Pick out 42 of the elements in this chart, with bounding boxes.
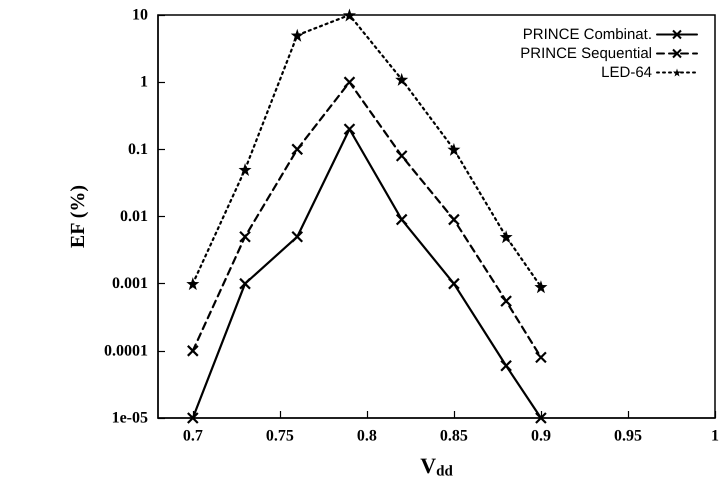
point (186, 344, 199, 357)
y-tick-label: 10 (132, 6, 148, 24)
point (238, 230, 252, 243)
point (291, 230, 304, 243)
point (447, 142, 460, 156)
point (534, 280, 548, 294)
point (186, 412, 199, 424)
point (238, 278, 252, 290)
y-tick-label: 1e-05 (112, 410, 148, 426)
point (395, 72, 408, 86)
point (534, 351, 548, 364)
y-tick-label: 0.0001 (104, 342, 148, 360)
point (448, 213, 460, 226)
legend-label: PRINCE Combinat. (522, 26, 652, 43)
x-tick-label: 0.95 (614, 428, 642, 444)
point (448, 278, 460, 290)
point (342, 8, 356, 22)
point (291, 143, 304, 156)
y-axis-title: EF (%) (67, 184, 89, 248)
y-tick-label: 0.1 (128, 140, 148, 158)
legend-label: PRINCE Sequential (520, 45, 652, 62)
legend-label: LED-64 (601, 64, 652, 81)
point (500, 230, 513, 244)
y-tick-label: 1 (140, 74, 148, 91)
x-tick-label: 0.85 (440, 428, 468, 444)
x-tick-label: 0.8 (356, 428, 377, 444)
point (396, 150, 408, 162)
y-tick-label: 0.01 (120, 208, 148, 225)
point (534, 412, 548, 424)
point (186, 277, 200, 290)
x-tick-label: 1 (711, 428, 719, 444)
x-tick-label: 0.7 (182, 428, 203, 444)
x-tick-label: 0.9 (530, 428, 551, 444)
point (500, 295, 512, 308)
x-tick-label: 0.75 (266, 428, 294, 444)
y-tick-label: 0.001 (112, 275, 148, 292)
point (500, 360, 512, 372)
point (396, 213, 408, 226)
point (343, 76, 356, 88)
point (343, 123, 356, 136)
point (238, 163, 252, 176)
point (290, 28, 304, 42)
